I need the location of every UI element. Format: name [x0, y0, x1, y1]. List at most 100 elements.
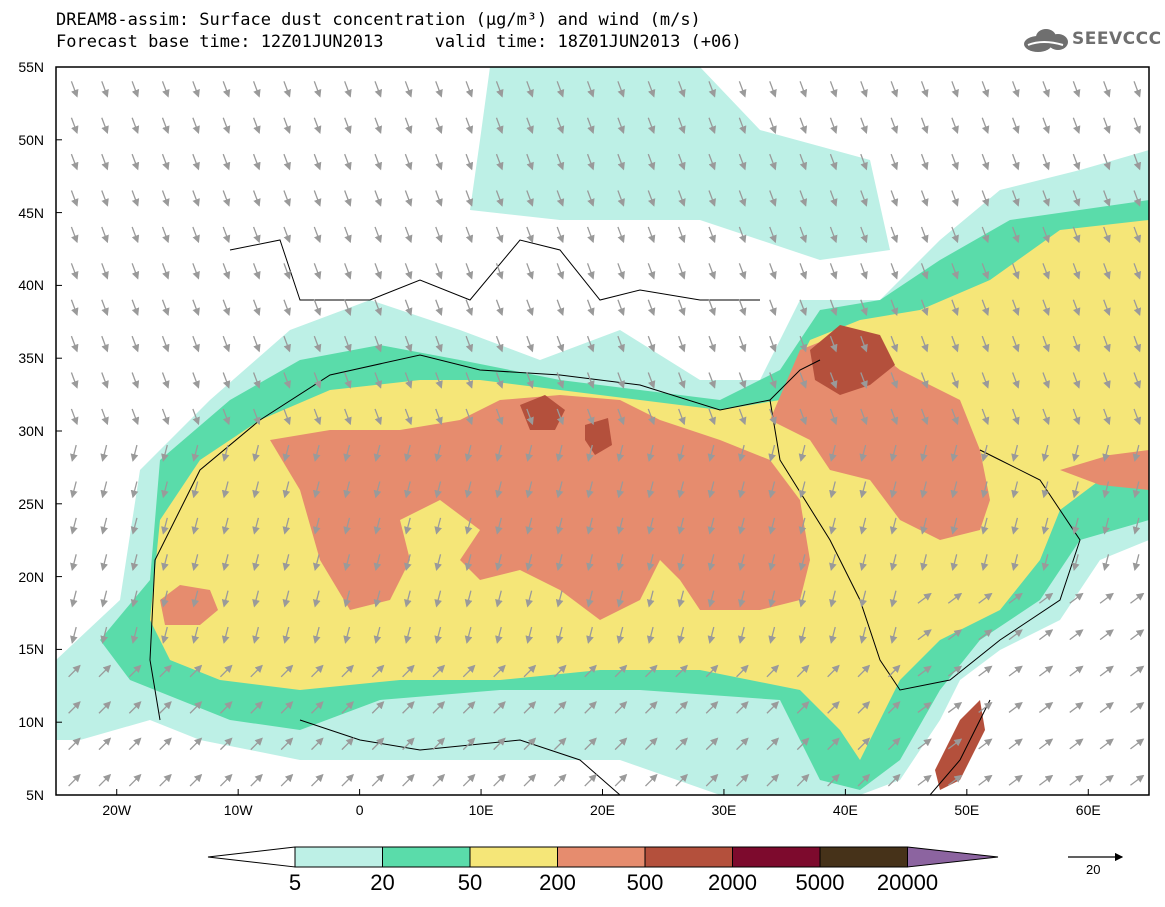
- wind-arrow: [736, 737, 749, 751]
- wind-arrow: [889, 590, 898, 608]
- wind-arrow: [1103, 226, 1111, 244]
- wind-arrow: [101, 335, 109, 353]
- wind-arrow: [283, 190, 291, 207]
- wind-arrow: [1071, 554, 1080, 572]
- wind-arrow: [827, 664, 840, 678]
- wind-arrow: [1103, 117, 1111, 134]
- wind-arrow: [344, 408, 352, 426]
- wind-arrow: [526, 372, 534, 389]
- wind-arrow: [947, 665, 963, 677]
- wind-arrow: [374, 226, 383, 244]
- wind-arrow: [283, 81, 291, 98]
- wind-arrow: [920, 481, 928, 499]
- wind-arrow: [981, 226, 990, 244]
- wind-arrow: [432, 737, 446, 751]
- wind-arrow: [221, 481, 230, 499]
- wind-arrow: [192, 372, 200, 389]
- wind-arrow: [675, 737, 688, 751]
- wind-arrow: [311, 773, 324, 787]
- wind-arrow: [1130, 665, 1145, 677]
- wind-arrow: [159, 701, 172, 714]
- wind-arrow: [495, 81, 504, 98]
- wind-arrow: [981, 335, 990, 353]
- wind-arrow: [100, 554, 108, 572]
- wind-arrow: [221, 444, 230, 462]
- wind-arrow: [678, 117, 686, 134]
- wind-arrow: [373, 517, 382, 535]
- wind-arrow: [1133, 299, 1142, 316]
- wind-arrow: [282, 554, 291, 572]
- wind-arrow: [614, 664, 628, 678]
- wind-arrow: [1071, 517, 1080, 535]
- wind-arrow: [283, 153, 291, 171]
- wind-arrow: [526, 81, 534, 98]
- wind-arrow: [677, 517, 685, 535]
- latitude-label: 25N: [18, 495, 44, 512]
- wind-arrow: [708, 408, 716, 426]
- wind-arrow: [465, 190, 474, 207]
- wind-arrow: [434, 481, 442, 499]
- wind-arrow: [70, 590, 78, 608]
- wind-arrow: [495, 517, 503, 535]
- wind-arrow: [1133, 335, 1142, 353]
- wind-arrow: [1099, 629, 1114, 641]
- wind-arrow: [159, 773, 172, 787]
- wind-arrow: [584, 664, 597, 678]
- wind-arrow: [1069, 665, 1084, 677]
- wind-arrow: [829, 190, 838, 207]
- wind-arrow: [250, 701, 263, 714]
- wind-arrow: [1012, 408, 1020, 426]
- wind-arrow: [1008, 629, 1023, 641]
- wind-arrow: [282, 517, 291, 535]
- wind-arrow: [1072, 153, 1081, 171]
- wind-arrow: [917, 738, 932, 750]
- wind-arrow: [70, 263, 79, 280]
- wind-arrow: [435, 117, 443, 134]
- wind-arrow: [526, 117, 534, 134]
- wind-arrow: [1103, 263, 1111, 280]
- wind-arrow: [402, 737, 415, 751]
- wind-arrow: [950, 554, 959, 572]
- wind-arrow: [1099, 592, 1114, 604]
- wind-arrow: [341, 701, 354, 714]
- wind-arrow: [920, 299, 929, 316]
- wind-arrow: [101, 299, 109, 316]
- wind-arrow: [1042, 408, 1050, 426]
- wind-arrow: [189, 773, 203, 787]
- wind-arrow: [917, 702, 932, 713]
- wind-arrow: [738, 444, 746, 462]
- wind-arrow: [526, 335, 534, 353]
- wind-arrow: [344, 153, 352, 171]
- wind-arrow: [526, 408, 534, 426]
- wind-arrow: [464, 481, 473, 499]
- wind-arrow: [312, 444, 321, 462]
- wind-arrow: [313, 299, 322, 316]
- wind-arrow: [192, 190, 200, 207]
- wind-arrow: [950, 481, 959, 499]
- wind-arrow: [252, 626, 260, 644]
- wind-arrow: [705, 664, 719, 678]
- wind-arrow: [1130, 702, 1145, 713]
- wind-arrow: [980, 481, 989, 499]
- colorbar-label: 2000: [708, 870, 757, 895]
- wind-arrow: [1130, 592, 1145, 604]
- wind-arrow: [434, 517, 442, 535]
- wind-arrow: [738, 554, 746, 572]
- wind-arrow: [192, 299, 200, 316]
- wind-arrow: [374, 408, 383, 426]
- wind-arrow: [829, 299, 838, 316]
- wind-arrow: [859, 444, 868, 462]
- wind-arrow: [859, 554, 868, 572]
- wind-arrow: [312, 481, 321, 499]
- wind-vectors: [68, 81, 1145, 787]
- wind-arrow: [556, 299, 565, 316]
- wind-arrow: [738, 590, 746, 608]
- wind-arrow: [1133, 263, 1142, 280]
- wind-arrow: [766, 701, 780, 714]
- wind-arrow: [189, 664, 203, 678]
- wind-arrow: [859, 481, 868, 499]
- wind-arrow: [947, 592, 963, 604]
- wind-arrow: [131, 335, 140, 353]
- wind-arrow: [645, 737, 658, 751]
- wind-arrow: [553, 773, 567, 787]
